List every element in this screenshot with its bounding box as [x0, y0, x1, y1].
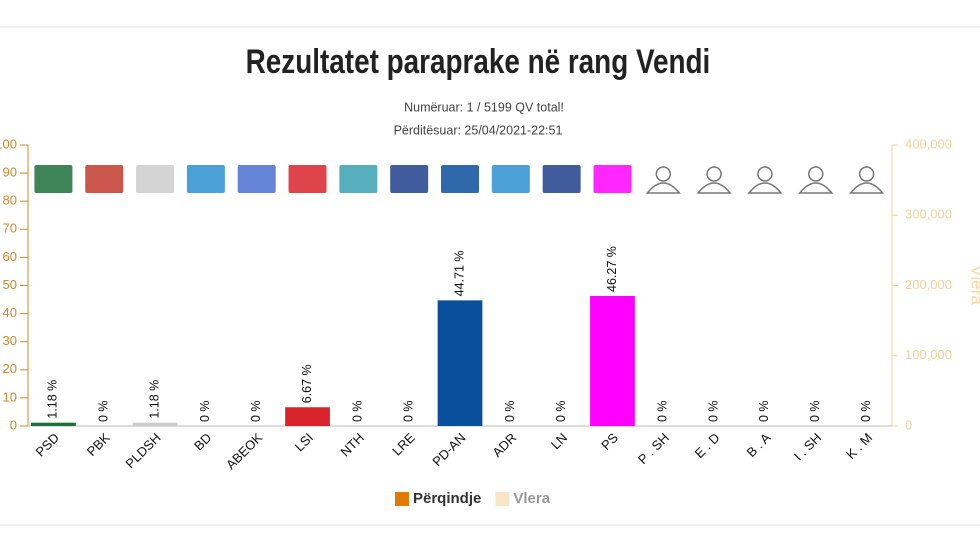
bar: [31, 422, 76, 426]
y-tick-label: 30: [3, 333, 17, 348]
y-tick-label: 0: [10, 417, 17, 432]
x-tick-label: NTH: [337, 430, 366, 459]
value-label: 0 %: [859, 400, 873, 422]
x-tick-label: ABEOK: [223, 430, 266, 473]
x-tick-label: BD: [191, 430, 214, 453]
value-label: 0 %: [808, 400, 822, 422]
chart-title: Rezultatet paraprake në rang Vendi: [246, 42, 711, 80]
value-label: 46.27 %: [605, 246, 619, 292]
x-tick-label: P . SH: [635, 430, 672, 467]
party-logo: [542, 165, 581, 193]
x-tick-label: B . A: [743, 430, 773, 460]
y2-axis-label: Vlera: [968, 265, 980, 305]
x-tick-label: LSI: [292, 430, 316, 454]
legend-label: Përqindje: [413, 490, 481, 507]
party-logo: [441, 165, 479, 193]
value-label: 0 %: [97, 400, 111, 422]
y2-tick-label: 400,000: [905, 136, 952, 151]
y2-tick-label: 200,000: [905, 277, 952, 292]
value-label: 0 %: [401, 400, 415, 422]
y2-tick-label: 300,000: [905, 207, 952, 222]
value-label: 0 %: [351, 400, 365, 422]
avatar-head: [706, 166, 722, 182]
avatar-body: [645, 182, 681, 194]
x-tick-label: PS: [598, 430, 621, 453]
avatar-body: [798, 182, 834, 194]
value-label: 0 %: [554, 400, 568, 422]
x-tick-label: LN: [548, 430, 570, 452]
value-label: 1.18 %: [46, 380, 60, 419]
bar: [590, 295, 635, 426]
chart-subtitle: Numëruar: 1 / 5199 QV total!: [404, 100, 564, 114]
y-tick-label: 60: [3, 249, 17, 264]
y-tick-label: 70: [3, 221, 17, 236]
value-label: 0 %: [249, 400, 263, 422]
avatar-body: [747, 182, 783, 194]
x-tick-label: LRE: [389, 430, 418, 459]
value-label: 44.71 %: [452, 250, 466, 296]
y-tick-label: 80: [3, 193, 17, 208]
value-label: 1.18 %: [147, 380, 161, 419]
avatar-head: [808, 166, 824, 182]
avatar-body: [849, 182, 885, 194]
party-logo: [186, 165, 225, 193]
party-logo: [593, 165, 632, 193]
y-tick-label: 40: [3, 305, 17, 320]
value-label: 0 %: [706, 400, 720, 422]
bar: [437, 300, 483, 426]
avatar-body: [696, 182, 732, 194]
avatar-head: [757, 166, 773, 182]
x-tick-label: I . SH: [791, 430, 825, 464]
avatar-head: [655, 166, 672, 182]
party-logo: [136, 165, 175, 193]
y-tick-label: 100: [0, 136, 17, 151]
bar: [132, 422, 178, 426]
value-label: 0 %: [656, 400, 670, 422]
bar: [285, 407, 330, 426]
party-logo: [237, 165, 276, 193]
x-tick-label: K . M: [843, 430, 875, 462]
party-logo: [288, 165, 327, 193]
y-tick-label: 90: [3, 165, 17, 180]
legend-label: Vlera: [513, 490, 550, 507]
y-tick-label: 20: [3, 361, 17, 376]
value-label: 6.67 %: [300, 364, 314, 403]
y2-tick-label: 0: [905, 417, 912, 432]
value-label: 0 %: [757, 400, 771, 422]
y-tick-label: 50: [3, 277, 17, 292]
x-tick-label: E . D: [692, 430, 723, 461]
party-logo: [491, 165, 530, 193]
party-logo: [390, 165, 429, 193]
x-tick-label: PD-AN: [429, 430, 468, 469]
legend-swatch: [395, 492, 409, 506]
x-tick-label: PSD: [32, 430, 62, 460]
y2-tick-label: 100,000: [905, 347, 952, 362]
party-logo: [85, 165, 124, 193]
legend-swatch: [495, 492, 510, 506]
chart-subtitle: Përditësuar: 25/04/2021-22:51: [394, 123, 563, 137]
value-label: 0 %: [198, 400, 212, 422]
avatar-head: [858, 166, 875, 182]
party-logo: [339, 165, 378, 193]
x-tick-label: PLDSH: [122, 430, 163, 471]
x-tick-label: PBK: [84, 430, 113, 459]
x-tick-label: ADR: [489, 430, 519, 460]
y-tick-label: 10: [3, 389, 17, 404]
value-label: 0 %: [503, 400, 517, 422]
party-logo: [34, 165, 73, 193]
